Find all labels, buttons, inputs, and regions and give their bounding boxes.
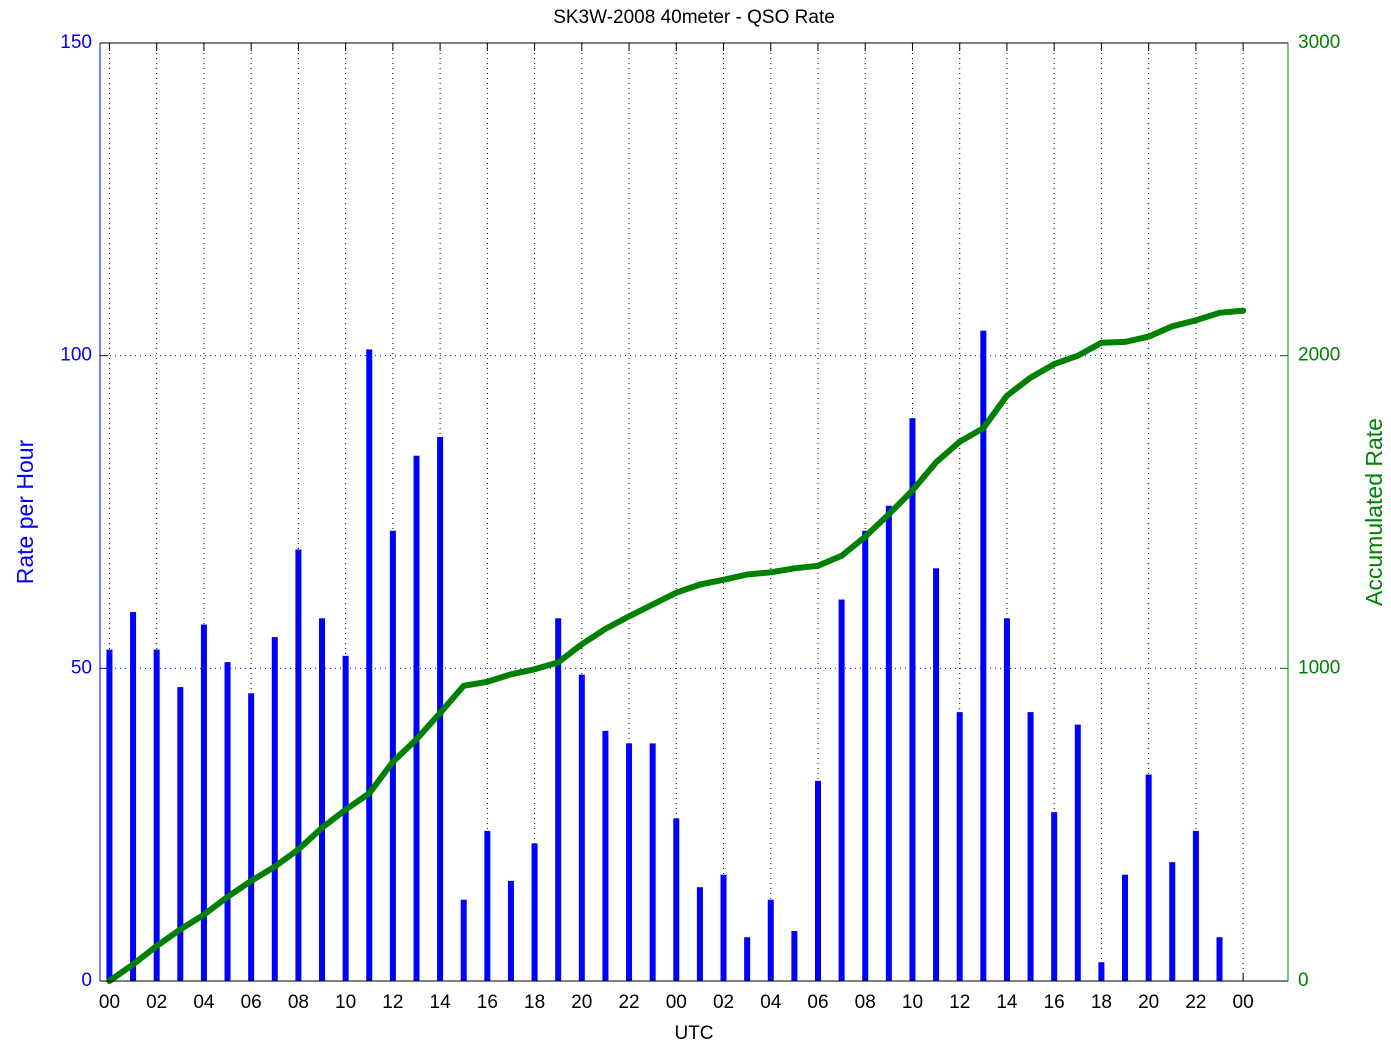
bar [460, 899, 467, 981]
x-tick-label: 12 [949, 992, 970, 1013]
x-tick-label: 00 [1233, 992, 1254, 1013]
x-tick-label: 06 [807, 992, 828, 1013]
x-tick-label: 18 [524, 992, 545, 1013]
y2-tick-label: 1000 [1298, 657, 1340, 678]
x-tick-label: 14 [430, 992, 452, 1013]
bar [106, 649, 113, 981]
bar [555, 618, 562, 981]
chart-title: SK3W-2008 40meter - QSO Rate [553, 7, 835, 28]
bar [578, 674, 585, 981]
bar [649, 743, 656, 981]
y2-tick-label: 3000 [1298, 32, 1340, 53]
y2-tick-label: 2000 [1298, 345, 1340, 366]
bar [1098, 962, 1105, 981]
bar [1192, 830, 1199, 981]
bar [1169, 862, 1176, 981]
bar [673, 818, 680, 981]
bar [271, 637, 278, 981]
bar [1074, 724, 1081, 981]
bar [1003, 618, 1010, 981]
x-tick-label: 02 [146, 992, 167, 1013]
x-tick-label: 08 [855, 992, 876, 1013]
x-tick-label: 14 [996, 992, 1018, 1013]
x-tick-label: 10 [335, 992, 356, 1013]
bar [366, 349, 373, 981]
x-tick-label: 02 [713, 992, 734, 1013]
bar [696, 887, 703, 981]
bar [1051, 812, 1058, 981]
bar [413, 455, 420, 982]
accumulated-line [106, 307, 1247, 984]
bar [153, 649, 160, 981]
x-tick-label: 04 [193, 992, 215, 1013]
bar [744, 937, 751, 981]
x-axis-label: UTC [674, 1023, 713, 1044]
bar [389, 530, 396, 981]
bar [295, 549, 302, 981]
x-tick-label: 10 [902, 992, 923, 1013]
bar [177, 687, 184, 981]
y2-axis-label: Accumulated Rate [1361, 418, 1387, 606]
bar [1122, 874, 1129, 981]
y-tick-label: 50 [71, 657, 92, 678]
x-tick-label: 16 [1044, 992, 1065, 1013]
x-tick-label: 08 [288, 992, 309, 1013]
bar [933, 568, 940, 981]
bar [602, 730, 609, 981]
bar [814, 780, 821, 981]
bar [130, 612, 137, 981]
bar [484, 830, 491, 981]
y-axis-label: Rate per Hour [12, 439, 38, 584]
bar [200, 624, 207, 981]
x-tick-label: 22 [618, 992, 639, 1013]
x-tick-label: 20 [571, 992, 592, 1013]
x-tick-label: 20 [1138, 992, 1159, 1013]
bar [507, 880, 514, 981]
bar [626, 743, 633, 981]
x-tick-label: 12 [382, 992, 403, 1013]
bar [791, 930, 798, 981]
y-tick-label: 150 [60, 32, 92, 53]
x-tick-label: 22 [1185, 992, 1206, 1013]
bar [224, 662, 231, 981]
bar [909, 418, 916, 981]
bar [956, 712, 963, 981]
bar [248, 693, 255, 981]
bar [767, 899, 774, 981]
y2-tick-label: 0 [1298, 970, 1309, 991]
bar [885, 505, 892, 981]
y-tick-label: 0 [81, 970, 92, 991]
bar [1145, 774, 1152, 981]
x-tick-label: 00 [666, 992, 687, 1013]
bar [838, 599, 845, 981]
y-tick-label: 100 [60, 345, 92, 366]
bar [1027, 712, 1034, 981]
x-tick-label: 00 [99, 992, 120, 1013]
bar [531, 843, 538, 981]
bar [720, 874, 727, 981]
bar [980, 330, 987, 981]
bar [1216, 937, 1223, 981]
x-tick-label: 04 [760, 992, 782, 1013]
x-tick-label: 18 [1091, 992, 1112, 1013]
bar [862, 530, 869, 981]
x-tick-label: 06 [241, 992, 262, 1013]
bar [342, 655, 349, 981]
x-tick-label: 16 [477, 992, 498, 1013]
bar [319, 618, 326, 981]
